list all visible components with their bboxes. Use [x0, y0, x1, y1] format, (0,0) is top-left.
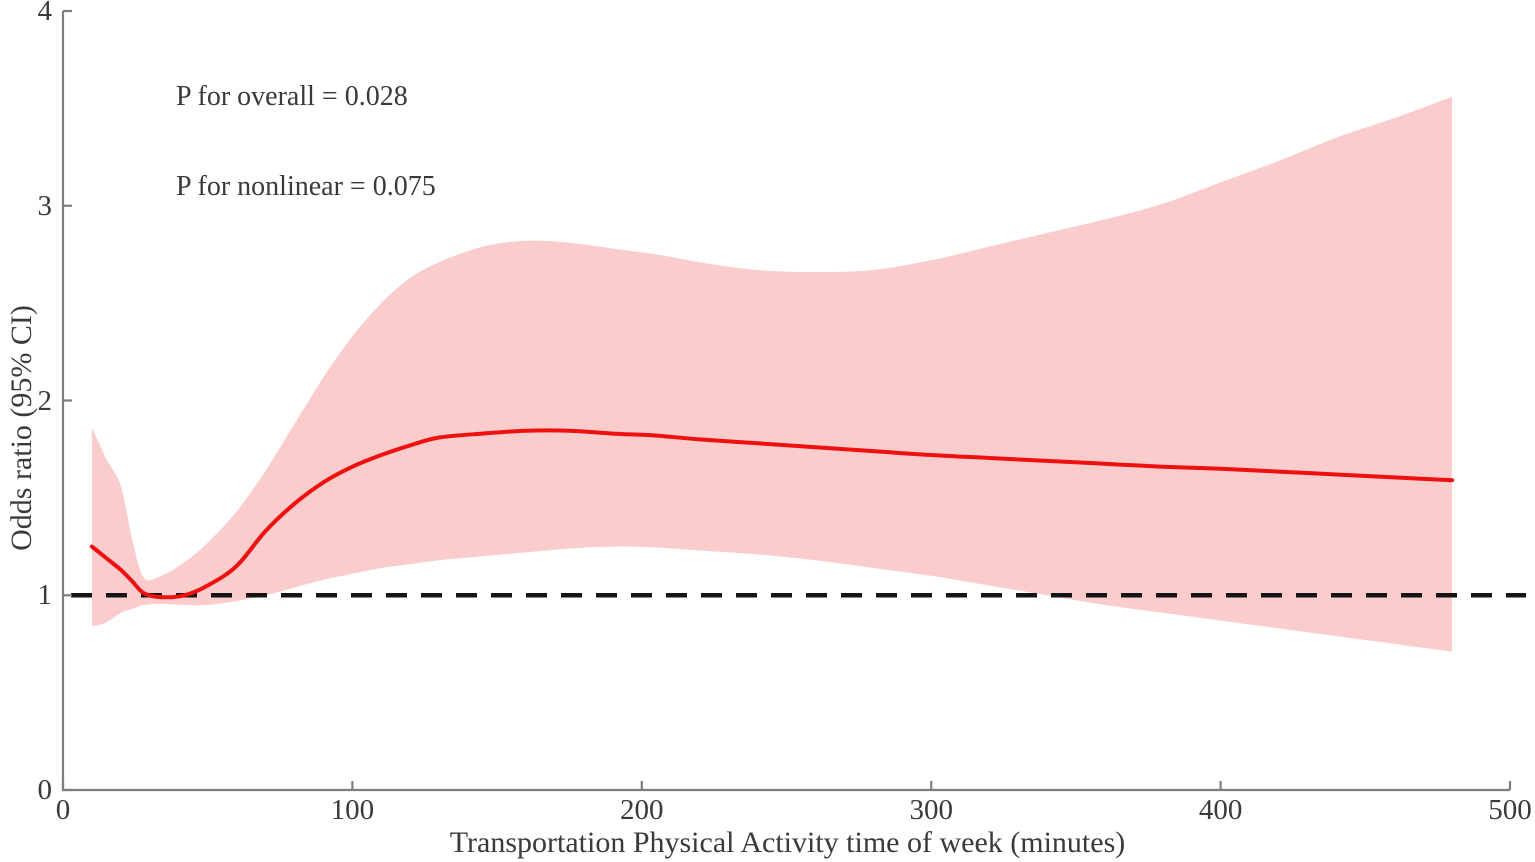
odds-ratio-curve	[89, 428, 1455, 600]
confidence-band	[91, 96, 1453, 652]
y-tick-label: 4	[37, 0, 53, 27]
x-tick-label: 100	[330, 794, 375, 826]
y-tick-label: 3	[37, 189, 53, 222]
x-tick-label: 200	[620, 794, 664, 826]
y-tick-label: 2	[37, 384, 53, 417]
x-axis-title: Transportation Physical Activity time of…	[449, 826, 1126, 859]
y-tick-label: 1	[37, 579, 53, 612]
x-tick-label: 300	[909, 794, 953, 826]
p-nonlinear-annotation: P for nonlinear = 0.075	[176, 171, 436, 202]
y-axis-title: Odds ratio (95% CI)	[5, 305, 38, 551]
x-tick-label: 500	[1488, 794, 1532, 826]
p-overall-annotation: P for overall = 0.028	[176, 81, 408, 112]
y-tick-label: 0	[37, 774, 53, 806]
x-tick-label: 0	[55, 794, 71, 826]
x-tick-label: 400	[1198, 794, 1243, 826]
annotation-block: P for overall = 0.028 P for nonlinear = …	[176, 22, 436, 262]
